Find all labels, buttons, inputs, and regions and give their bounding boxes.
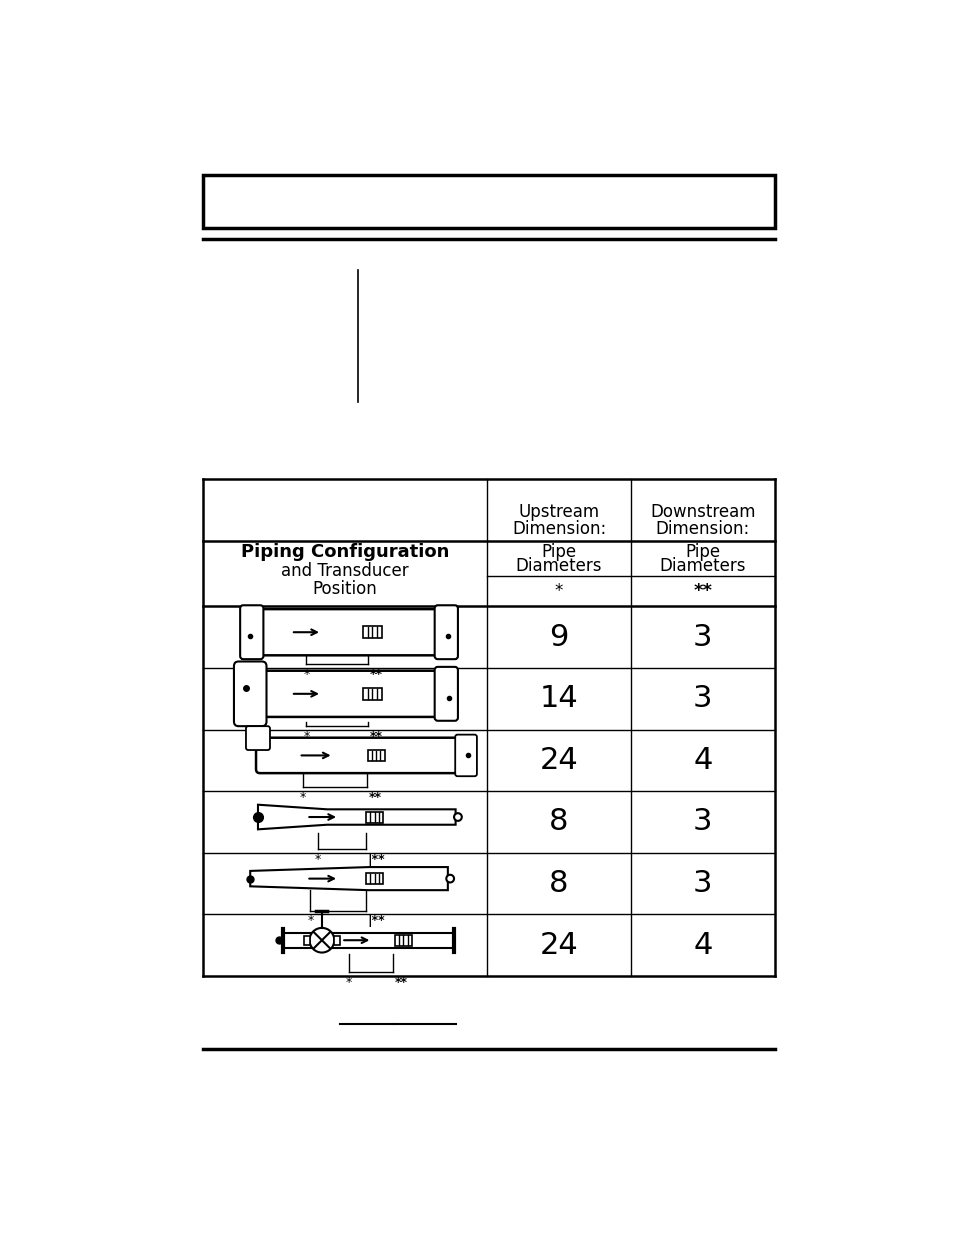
Text: *: * bbox=[303, 730, 309, 742]
Circle shape bbox=[454, 813, 461, 821]
Polygon shape bbox=[257, 805, 456, 830]
Text: Piping Configuration: Piping Configuration bbox=[241, 542, 449, 561]
Bar bbox=[366, 873, 383, 884]
Text: Upstream: Upstream bbox=[518, 503, 599, 521]
Text: |**: |** bbox=[367, 914, 385, 927]
Text: 3: 3 bbox=[692, 622, 712, 652]
FancyBboxPatch shape bbox=[248, 609, 450, 656]
FancyBboxPatch shape bbox=[435, 667, 457, 721]
FancyBboxPatch shape bbox=[240, 605, 263, 659]
Text: **: ** bbox=[368, 792, 381, 804]
FancyBboxPatch shape bbox=[455, 735, 476, 777]
Text: Pipe: Pipe bbox=[684, 543, 720, 562]
Text: 8: 8 bbox=[549, 869, 568, 898]
Text: Diameters: Diameters bbox=[659, 557, 745, 576]
Text: *: * bbox=[314, 852, 321, 866]
Text: 4: 4 bbox=[693, 746, 712, 774]
Text: *: * bbox=[299, 792, 305, 804]
Bar bbox=[366, 811, 383, 823]
FancyBboxPatch shape bbox=[233, 662, 266, 726]
Bar bbox=[362, 688, 381, 700]
Text: Dimension:: Dimension: bbox=[655, 520, 749, 537]
Text: Downstream: Downstream bbox=[649, 503, 755, 521]
Text: Diameters: Diameters bbox=[516, 557, 601, 576]
Bar bbox=[395, 935, 412, 946]
Text: 4: 4 bbox=[693, 931, 712, 960]
Text: Dimension:: Dimension: bbox=[512, 520, 605, 537]
Text: **: ** bbox=[370, 668, 382, 680]
Bar bbox=[362, 626, 381, 638]
Polygon shape bbox=[250, 867, 447, 890]
Circle shape bbox=[446, 874, 454, 883]
Text: **: ** bbox=[693, 582, 712, 600]
Text: 24: 24 bbox=[539, 931, 578, 960]
FancyBboxPatch shape bbox=[255, 737, 465, 773]
Text: 3: 3 bbox=[692, 869, 712, 898]
Text: 3: 3 bbox=[692, 808, 712, 836]
FancyBboxPatch shape bbox=[248, 671, 450, 718]
Bar bbox=[304, 936, 310, 945]
Text: *: * bbox=[346, 976, 352, 989]
Text: *: * bbox=[555, 582, 562, 600]
Text: |**: |** bbox=[367, 852, 385, 866]
Text: *: * bbox=[303, 668, 309, 680]
Text: **: ** bbox=[370, 730, 382, 742]
Bar bbox=[203, 175, 774, 227]
Text: 24: 24 bbox=[539, 746, 578, 774]
Bar bbox=[334, 936, 339, 945]
Text: 14: 14 bbox=[539, 684, 578, 714]
FancyBboxPatch shape bbox=[435, 605, 457, 659]
Text: 9: 9 bbox=[549, 622, 568, 652]
Text: Pipe: Pipe bbox=[541, 543, 576, 562]
Text: 8: 8 bbox=[549, 808, 568, 836]
Circle shape bbox=[309, 927, 334, 952]
Text: and Transducer: and Transducer bbox=[281, 562, 409, 580]
Bar bbox=[367, 750, 384, 761]
Text: 3: 3 bbox=[692, 684, 712, 714]
FancyBboxPatch shape bbox=[246, 726, 270, 750]
Text: **: ** bbox=[395, 976, 407, 989]
Text: Position: Position bbox=[313, 579, 377, 598]
Text: *: * bbox=[307, 914, 314, 927]
